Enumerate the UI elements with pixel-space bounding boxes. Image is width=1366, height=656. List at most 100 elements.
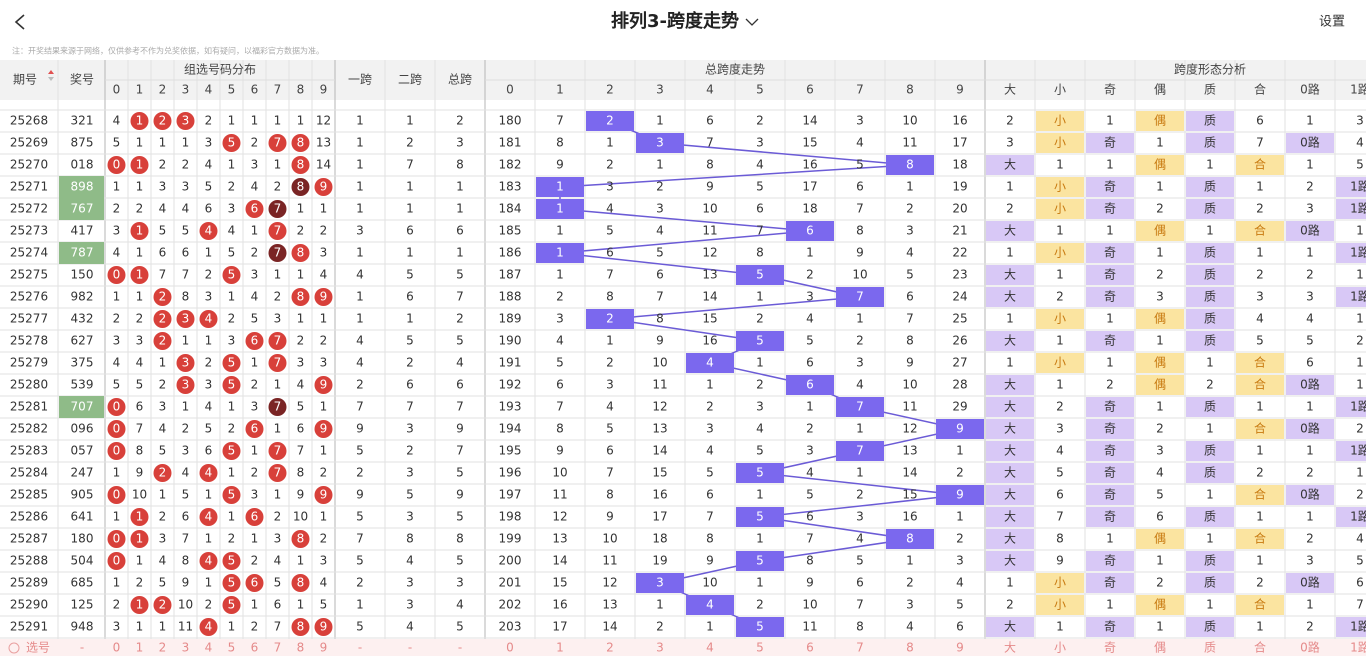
sort-icon[interactable]	[48, 70, 54, 74]
draw-number: 767	[71, 202, 94, 216]
distribution-cell: 6	[205, 444, 213, 458]
form-cell: 1路	[1350, 201, 1366, 216]
distribution-cell: 10	[178, 598, 193, 612]
form-highlight	[1136, 309, 1184, 329]
select-toggle[interactable]	[8, 642, 20, 654]
form-cell: 2	[1256, 268, 1264, 282]
form-cell: 5	[1256, 334, 1264, 348]
form-cell: 2	[1006, 202, 1014, 216]
trend-cell: 2	[706, 400, 714, 414]
trend-cell: 7	[706, 510, 714, 524]
distribution-cell: 1	[182, 334, 190, 348]
digit-ball	[222, 596, 241, 614]
footer-digit: 5	[228, 641, 236, 655]
digit-ball	[153, 310, 172, 328]
trend-cell: 2	[756, 598, 764, 612]
trend-cell: 2	[856, 334, 864, 348]
trend-cell: 8	[856, 620, 864, 634]
distribution-cell: 7	[182, 268, 190, 282]
footer-digit: 3	[656, 641, 664, 655]
digit-ball	[199, 222, 218, 240]
form-cell: 1	[1356, 312, 1364, 326]
form-cell: 大	[1004, 158, 1016, 172]
trend-cell: 4	[906, 620, 914, 634]
form-cell: 小	[1054, 114, 1066, 128]
span-cell: 9	[356, 488, 364, 502]
distribution-cell: 7	[274, 246, 282, 260]
form-header: 0路	[1300, 82, 1320, 97]
page-title[interactable]: 排列3-跨度走势	[611, 10, 739, 32]
distribution-cell: 6	[251, 510, 259, 524]
top-bar	[0, 0, 1366, 44]
footer-digit: 0	[506, 641, 514, 655]
distribution-cell: 7	[274, 620, 282, 634]
form-highlight	[1136, 529, 1184, 549]
distribution-cell: 3	[251, 400, 259, 414]
distribution-cell: 3	[182, 356, 190, 370]
form-cell: 2	[1356, 488, 1364, 502]
distribution-cell: 4	[205, 620, 213, 634]
form-cell: 1	[1206, 158, 1214, 172]
digit-ball	[268, 200, 287, 218]
digit-header: 9	[320, 83, 328, 97]
distribution-cell: 1	[113, 466, 121, 480]
distribution-cell: 0	[113, 532, 121, 546]
form-highlight	[1086, 265, 1134, 285]
span-cell: 5	[406, 488, 414, 502]
form-cell: 3	[1156, 290, 1164, 304]
form-cell: 3	[1306, 202, 1314, 216]
distribution-cell: 6	[182, 246, 190, 260]
footer-cell: -	[80, 641, 84, 655]
form-cell: 7	[1256, 136, 1264, 150]
settings-button[interactable]: 设置	[1319, 15, 1345, 30]
span-cell: 7	[356, 400, 364, 414]
draw-number: 504	[71, 554, 94, 568]
distribution-cell: 3	[159, 400, 167, 414]
span-cell: 4	[356, 334, 364, 348]
form-cell: 合	[1254, 421, 1266, 436]
distribution-cell: 5	[159, 576, 167, 590]
form-cell: 质	[1204, 268, 1216, 282]
form-cell: 2	[1256, 466, 1264, 480]
digit-ball	[130, 156, 149, 174]
span-cell: 1	[356, 202, 364, 216]
distribution-cell: 4	[320, 268, 328, 282]
form-cell: 1	[1256, 510, 1264, 524]
trend-cell: 10	[702, 576, 717, 590]
trend-cell: 6	[806, 224, 814, 238]
trend-cell: 3	[756, 400, 764, 414]
form-cell: 4	[1356, 136, 1364, 150]
trend-cell: 3	[856, 114, 864, 128]
form-cell: 质	[1204, 554, 1216, 568]
period: 25268	[10, 114, 48, 128]
digit-ball	[153, 332, 172, 350]
trend-cell: 24	[952, 290, 967, 304]
trend-cell: 10	[852, 268, 867, 282]
trend-cell: 1	[556, 268, 564, 282]
title-dropdown[interactable]	[745, 18, 759, 26]
form-cell: 小	[1054, 246, 1066, 260]
form-cell: 奇	[1104, 466, 1116, 480]
sort-icon[interactable]	[48, 77, 54, 81]
form-highlight	[1086, 419, 1134, 439]
draw-number: 417	[71, 224, 94, 238]
form-cell: 2	[1256, 202, 1264, 216]
digit-ball	[222, 442, 241, 460]
period: 25286	[10, 510, 48, 524]
trend-cell: 9	[906, 356, 914, 370]
number-highlight	[59, 396, 104, 418]
distribution-cell: 5	[228, 136, 236, 150]
distribution-cell: 1	[159, 620, 167, 634]
form-highlight	[1236, 221, 1284, 241]
digit-header: 3	[182, 83, 190, 97]
form-highlight	[1336, 507, 1366, 527]
trend-cell: 20	[952, 202, 967, 216]
trend-cell: 1	[756, 356, 764, 370]
digit-ball	[222, 574, 241, 592]
period: 25290	[10, 598, 48, 612]
digit-ball	[314, 618, 333, 636]
form-highlight	[986, 529, 1034, 549]
back-button[interactable]	[14, 14, 25, 30]
form-cell: 4	[1256, 312, 1264, 326]
form-cell: 2	[1056, 400, 1064, 414]
